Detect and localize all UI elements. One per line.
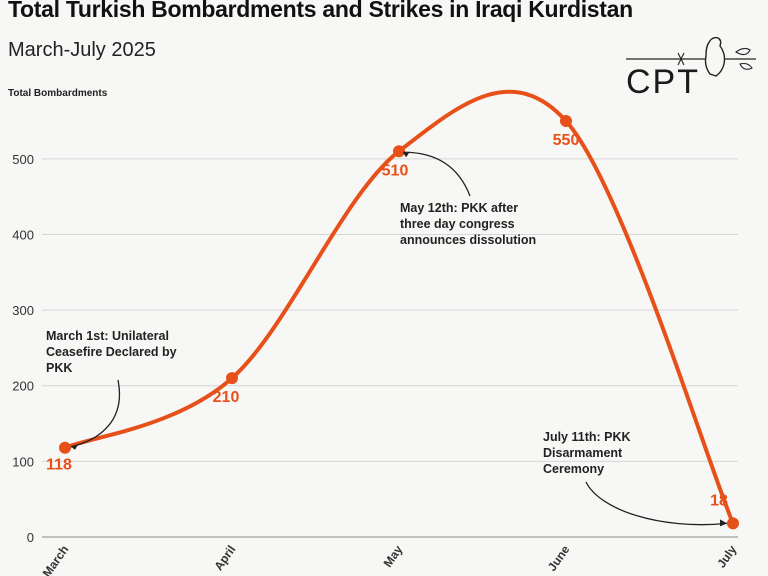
annotation-line: three day congress [400,217,515,231]
annotation-arrow-march [70,379,121,448]
annotation-may: May 12th: PKK after three day congress a… [400,200,536,248]
x-tick-label: March [40,543,72,576]
annotation-line: Ceremony [543,462,605,476]
series-line [63,89,735,526]
y-axis-label: Total Bombardments [8,88,108,99]
y-tick-label: 100 [12,454,34,469]
x-tick-label: April [211,543,238,573]
x-tick-label: July [714,542,739,570]
logo-text: CPT [626,63,700,101]
x-tick-label: June [545,542,573,573]
y-tick-label: 400 [12,227,34,242]
annotation-line: March 1st: Unilateral [46,329,169,343]
data-point [727,517,739,530]
arrowhead [71,444,78,450]
data-label: 118 [46,457,72,474]
data-point [560,115,572,127]
annotation-line: Ceasefire Declared by [46,345,177,359]
cpt-logo-bird-icon [626,36,756,77]
y-tick-label: 500 [12,152,34,167]
annotation-line: May 12th: PKK after [400,201,519,215]
annotation-july: July 11th: PKK Disarmament Ceremony [543,429,631,477]
arrowhead [403,152,409,158]
data-point [393,145,405,158]
x-tick-label: May [381,542,406,569]
annotation-line: announces dissolution [400,233,537,247]
data-label: 210 [213,389,240,406]
chart-subtitle: March-July 2025 [8,39,156,61]
chart-title: Total Turkish Bombardments and Strikes i… [8,0,633,22]
y-tick-label: 200 [12,379,34,394]
y-tick-label: 0 [27,530,34,545]
annotation-arrow-may [402,151,471,197]
annotation-line: July 11th: PKK [543,430,631,444]
data-label: 550 [553,132,580,149]
arrowhead [720,519,727,527]
data-point [59,441,71,454]
annotation-line: PKK [46,361,73,375]
annotation-arrow-july [585,481,728,526]
annotation-line: Disarmament [543,446,623,460]
data-point [226,372,238,385]
annotation-march: March 1st: Unilateral Ceasefire Declared… [46,328,177,376]
data-label: 510 [382,162,409,179]
data-label: 18 [710,492,728,509]
y-tick-label: 300 [12,303,34,318]
